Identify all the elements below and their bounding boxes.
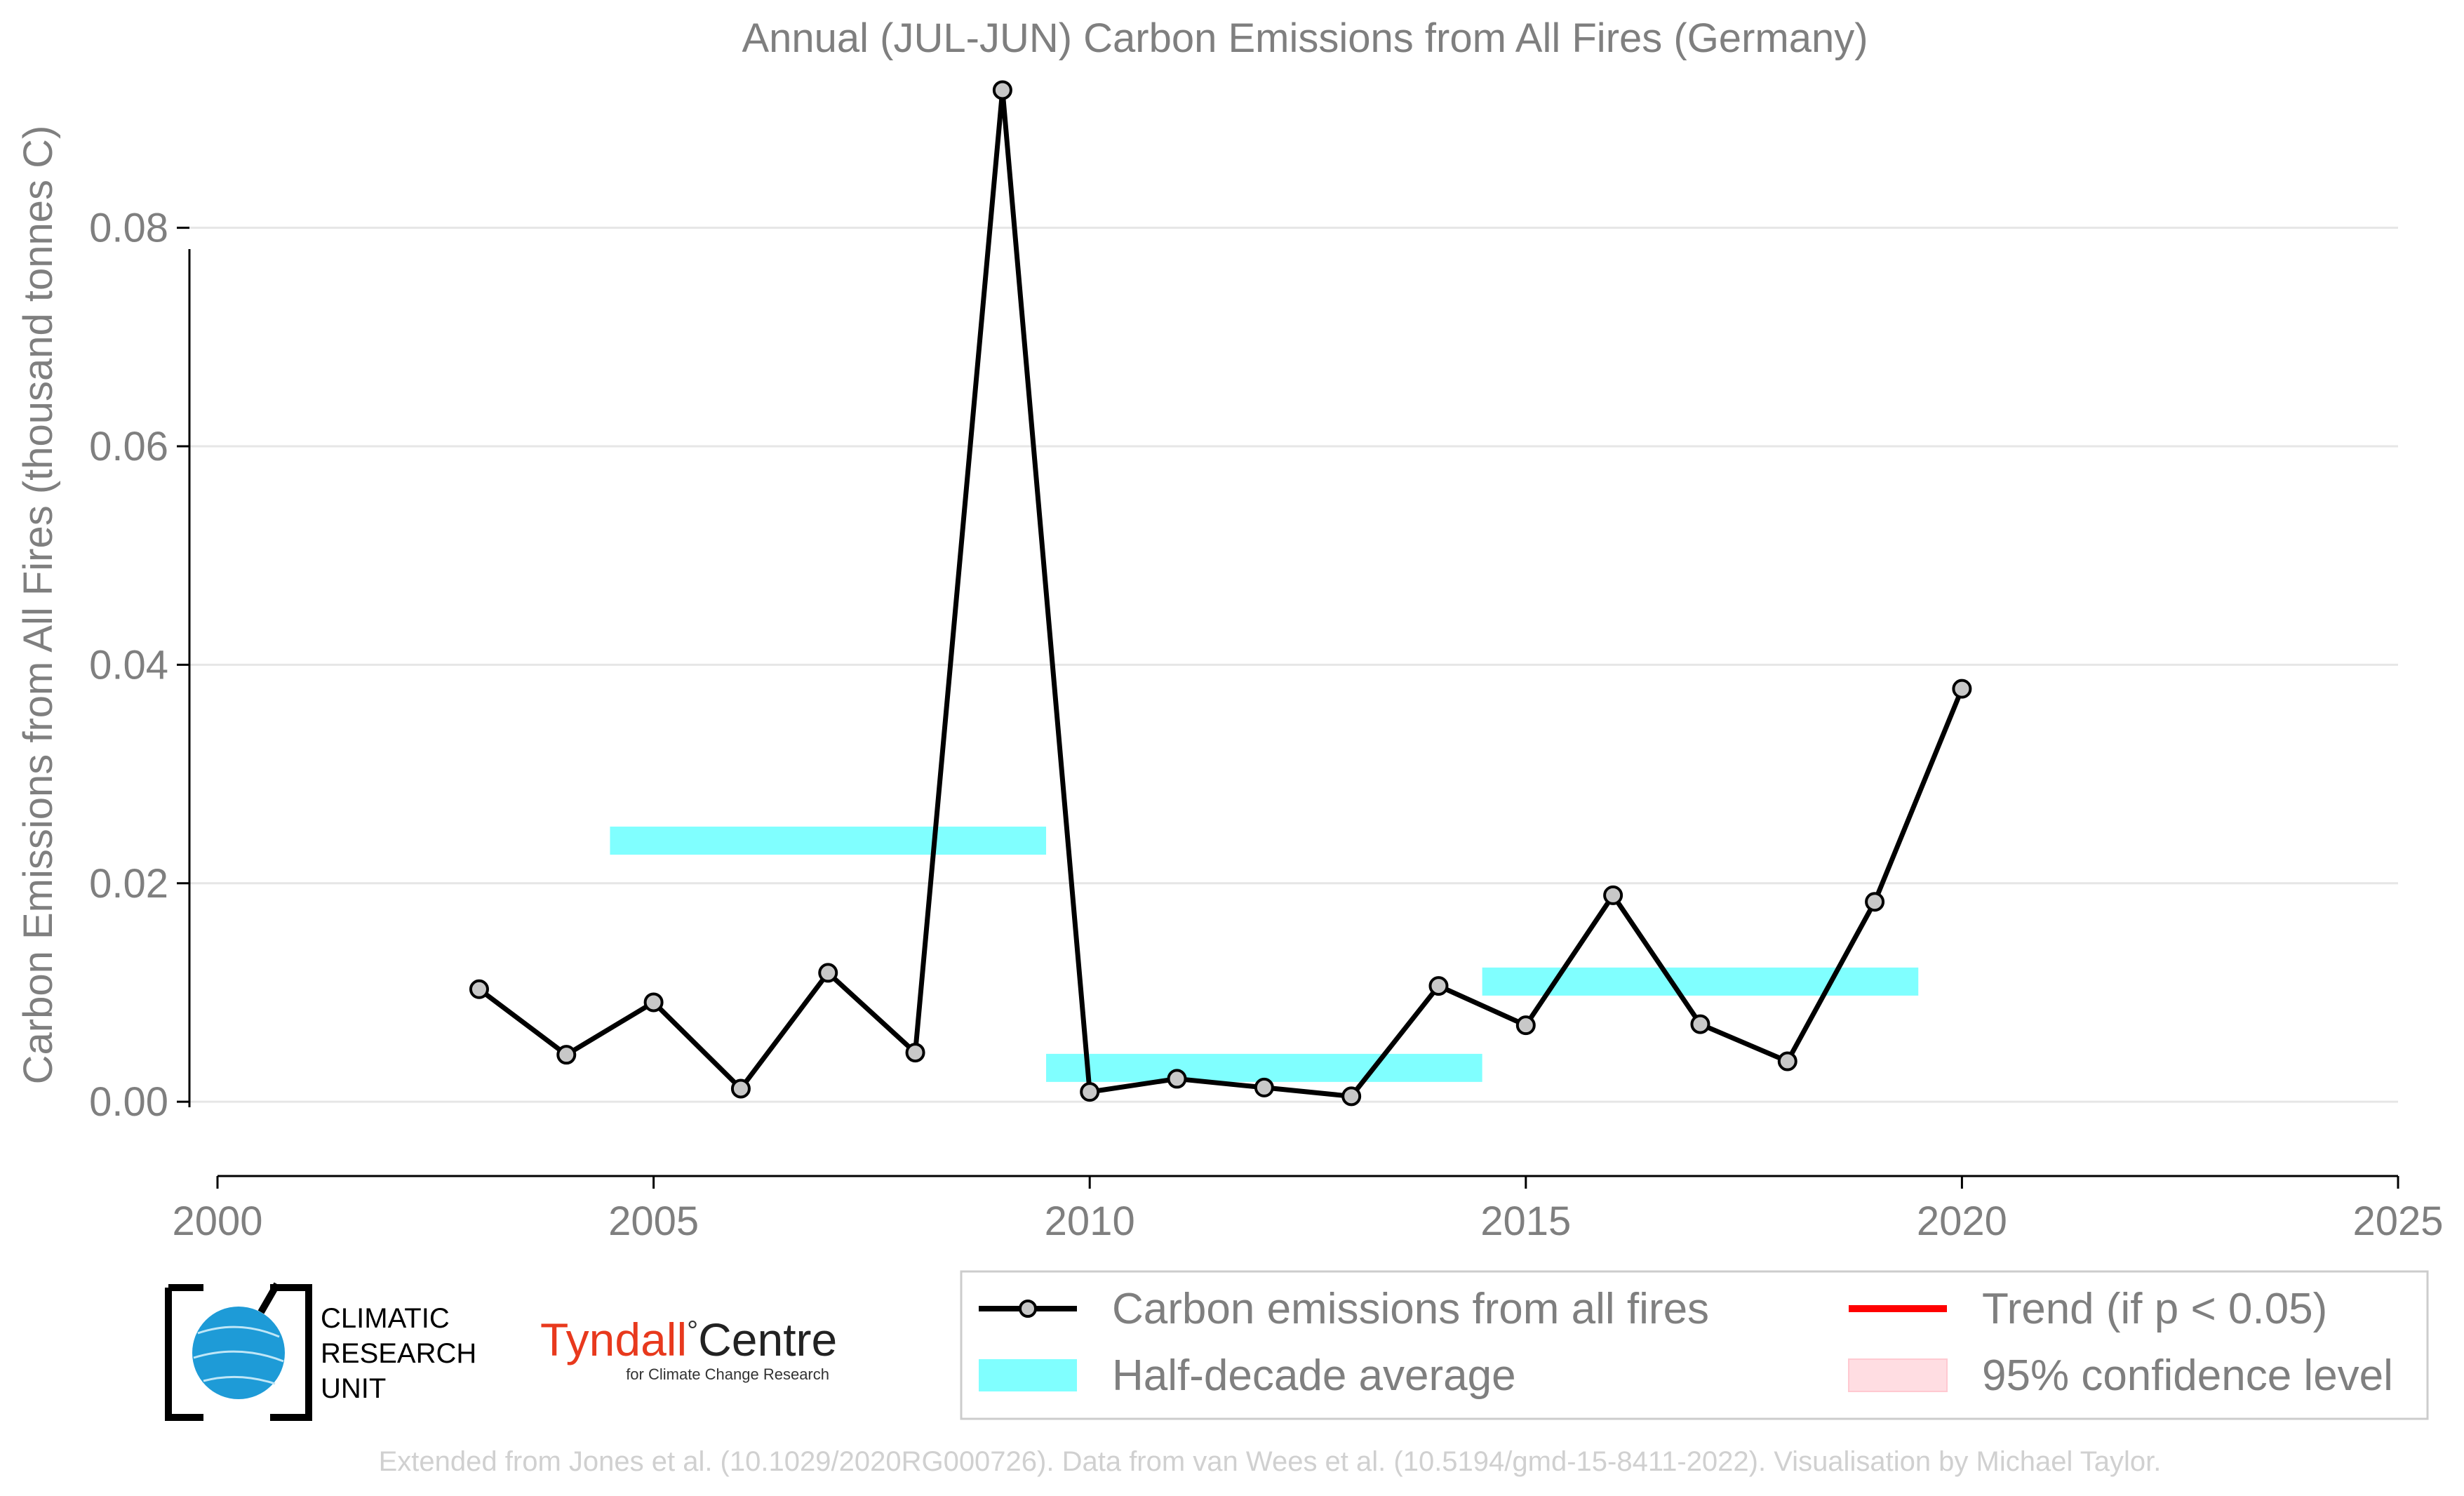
svg-text:Tyndall°Centre: Tyndall°Centre: [540, 1314, 837, 1365]
axes: [188, 249, 2398, 1177]
data-point: [905, 1043, 925, 1063]
data-point: [1865, 892, 1885, 912]
y-axis-label: Carbon Emissions from All Fires (thousan…: [15, 126, 61, 1085]
tyndall-subtitle: for Climate Change Research: [626, 1365, 829, 1383]
tyndall-logo: Tyndall°Centre for Climate Change Resear…: [540, 1314, 837, 1383]
tyndall-name: Tyndall: [540, 1314, 687, 1365]
half-decade-bar: [610, 827, 1047, 855]
x-tick-label: 2020: [1917, 1198, 2007, 1244]
legend-box: [960, 1270, 2429, 1420]
cru-logo-mark: [165, 1282, 312, 1421]
data-point: [1690, 1014, 1710, 1034]
legend: Carbon emissions from all fires Trend (i…: [960, 1270, 2429, 1420]
data-point: [730, 1078, 751, 1099]
credit-text: Extended from Jones et al. (10.1029/2020…: [379, 1446, 2162, 1477]
y-tick-label: 0.06: [89, 424, 168, 469]
y-tick-label: 0.08: [89, 206, 168, 251]
legend-label-confidence: 95% confidence level: [1982, 1351, 2393, 1400]
data-point: [992, 80, 1012, 100]
x-tick-label: 2010: [1045, 1198, 1135, 1244]
grid-lines: [189, 227, 2398, 1103]
data-point: [1254, 1077, 1274, 1097]
data-point: [1167, 1069, 1187, 1089]
y-ticks: 0.00 0.02 0.04 0.06 0.08: [89, 206, 189, 1125]
data-point: [818, 963, 838, 983]
data-point: [1952, 679, 1972, 699]
legend-item-trend: Trend (if p < 0.05): [1849, 1285, 2327, 1333]
x-ticks: 2000 2005 2010 2015 2020 2025: [172, 1176, 2444, 1244]
data-point: [1777, 1051, 1797, 1071]
globe-icon: [192, 1307, 285, 1399]
x-tick-label: 2005: [608, 1198, 699, 1244]
legend-label-trend: Trend (if p < 0.05): [1982, 1285, 2327, 1333]
series-line-path: [477, 87, 1964, 1099]
y-tick-label: 0.00: [89, 1079, 168, 1125]
half-decade-bars: [610, 827, 1919, 1082]
x-tick-label: 2015: [1480, 1198, 1571, 1244]
cru-logo-line-2: RESEARCH: [321, 1338, 476, 1369]
y-tick-label: 0.02: [89, 861, 168, 907]
series-line: [477, 87, 1964, 1099]
data-point: [1603, 885, 1623, 905]
data-point: [556, 1045, 577, 1065]
legend-item-confidence: 95% confidence level: [1848, 1351, 2393, 1400]
data-point: [1515, 1015, 1536, 1036]
tyndall-centre: Centre: [698, 1314, 837, 1365]
legend-item-half-decade: Half-decade average: [979, 1351, 1516, 1400]
tyndall-degree: °: [687, 1316, 698, 1347]
x-tick-label: 2000: [172, 1198, 262, 1244]
data-point: [1080, 1082, 1100, 1102]
cru-logo: CLIMATIC RESEARCH UNIT: [165, 1282, 476, 1421]
data-point: [1341, 1086, 1362, 1107]
data-point: [1428, 976, 1449, 996]
series-points: [469, 80, 1972, 1107]
cru-logo-line-3: UNIT: [321, 1373, 386, 1404]
legend-label-emissions: Carbon emissions from all fires: [1112, 1285, 1709, 1333]
x-tick-label: 2025: [2352, 1198, 2443, 1244]
data-point: [469, 979, 489, 999]
legend-label-half-decade: Half-decade average: [1112, 1351, 1516, 1400]
data-point: [643, 992, 664, 1013]
legend-item-emissions: Carbon emissions from all fires: [979, 1285, 1709, 1333]
cru-logo-line-1: CLIMATIC: [321, 1303, 450, 1334]
y-tick-label: 0.04: [89, 642, 168, 688]
half-decade-bar: [1046, 1053, 1482, 1082]
chart-title: Annual (JUL-JUN) Carbon Emissions from A…: [742, 15, 1868, 61]
